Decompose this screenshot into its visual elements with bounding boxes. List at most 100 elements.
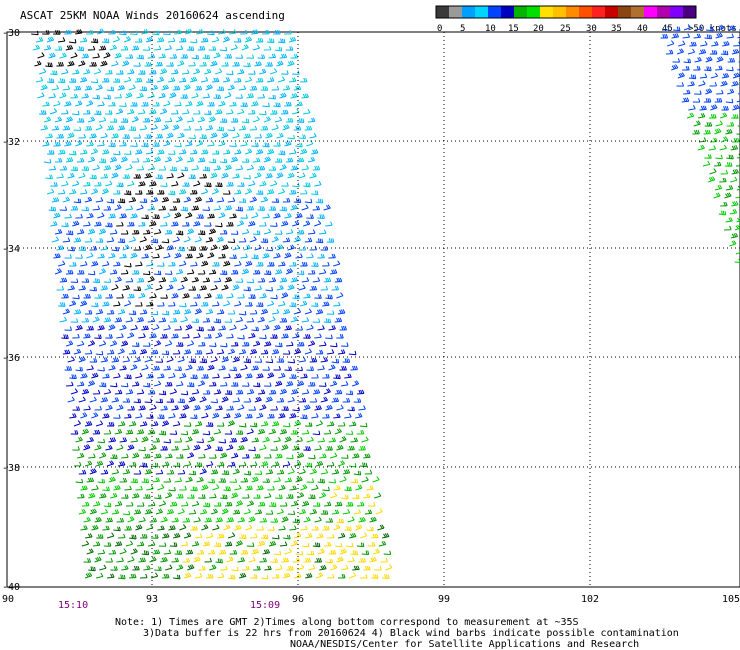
wind-barb-icon: [375, 508, 383, 515]
wind-barb-icon: [289, 302, 297, 308]
wind-barb-icon: [254, 396, 262, 403]
wind-barb-icon: [205, 308, 214, 315]
wind-barb-icon: [92, 501, 101, 507]
wind-barb-icon: [94, 556, 102, 563]
wind-barb-icon: [286, 494, 294, 499]
wind-barb-icon: [57, 37, 66, 43]
wind-barb-icon: [292, 518, 300, 524]
wind-barb-icon: [113, 190, 121, 195]
wind-barb-icon: [347, 406, 355, 412]
wind-barb-icon: [345, 501, 354, 507]
wind-barb-icon: [139, 309, 148, 315]
wind-barb-icon: [113, 301, 121, 307]
wind-barb-icon: [180, 206, 189, 212]
wind-barb-icon: [143, 565, 151, 571]
wind-barb-icon: [152, 101, 160, 107]
wind-barb-icon: [147, 389, 156, 395]
wind-barb-icon: [267, 188, 275, 195]
wind-barb-icon: [320, 396, 328, 403]
wind-barb-icon: [301, 317, 310, 323]
wind-barb-icon: [193, 444, 201, 451]
wind-barb-icon: [306, 436, 314, 443]
wind-barb-icon: [92, 278, 101, 284]
wind-barb-icon: [213, 205, 222, 211]
wind-barb-icon: [103, 94, 111, 100]
wind-barb-icon: [251, 476, 259, 483]
wind-barb-icon: [62, 125, 71, 131]
wind-barb-icon: [278, 261, 286, 267]
wind-barb-icon: [171, 517, 179, 523]
wind-barb-icon: [169, 206, 178, 211]
wind-barb-icon: [374, 492, 382, 499]
wind-barb-icon: [130, 102, 138, 107]
wind-barb-icon: [226, 333, 234, 339]
wind-barb-icon: [144, 398, 153, 403]
wind-barb-icon: [342, 469, 351, 475]
wind-barb-icon: [687, 81, 695, 87]
wind-barb-icon: [282, 572, 291, 579]
wind-barb-icon: [308, 381, 316, 387]
wind-barb-icon: [254, 172, 262, 179]
wind-barb-icon: [315, 349, 324, 355]
wind-barb-icon: [339, 548, 347, 555]
wind-barb-icon: [318, 229, 327, 235]
wind-barb-icon: [215, 405, 223, 411]
wind-barb-icon: [355, 524, 363, 531]
wind-barb-icon: [273, 142, 281, 147]
wind-barb-icon: [300, 525, 308, 531]
wind-barb-icon: [355, 412, 363, 419]
wind-barb-icon: [710, 72, 719, 79]
wind-barb-icon: [108, 549, 117, 555]
wind-barb-icon: [248, 109, 256, 115]
wind-barb-icon: [34, 60, 42, 67]
wind-barb-icon: [81, 428, 90, 435]
wind-barb-icon: [151, 534, 159, 539]
wind-barb-icon: [352, 453, 360, 459]
wind-barb-icon: [144, 284, 152, 291]
wind-barb-icon: [205, 532, 214, 539]
wind-barb-icon: [86, 477, 95, 483]
wind-barb-icon: [242, 565, 250, 571]
wind-barb-icon: [729, 208, 738, 215]
wind-barb-icon: [66, 381, 74, 387]
wind-barb-icon: [287, 244, 295, 251]
wind-barb-icon: [172, 309, 181, 315]
colorbar-swatch: [501, 6, 514, 18]
wind-barb-icon: [243, 508, 251, 515]
wind-barb-icon: [371, 574, 379, 579]
wind-barb-icon: [138, 181, 146, 187]
wind-barb-icon: [211, 188, 219, 195]
wind-barb-icon: [194, 196, 203, 203]
wind-barb-icon: [177, 246, 185, 252]
wind-barb-icon: [125, 501, 134, 507]
wind-barb-icon: [135, 301, 143, 307]
wind-barb-icon: [229, 550, 238, 555]
wind-barb-icon: [352, 494, 360, 500]
wind-barb-icon: [89, 358, 98, 363]
wind-barb-icon: [352, 565, 360, 571]
wind-barb-icon: [120, 340, 129, 347]
wind-barb-icon: [307, 156, 316, 163]
wind-barb-icon: [114, 317, 123, 323]
wind-barb-icon: [124, 190, 132, 196]
wind-barb-icon: [110, 492, 118, 499]
wind-barb-icon: [248, 406, 256, 411]
wind-barb-icon: [312, 205, 321, 211]
wind-barb-icon: [160, 333, 168, 339]
wind-barb-icon: [268, 94, 276, 100]
wind-barb-icon: [249, 461, 258, 467]
wind-barb-icon: [158, 53, 166, 59]
wind-barb-icon: [62, 308, 71, 315]
wind-barb-icon: [694, 90, 702, 95]
wind-barb-icon: [122, 174, 130, 179]
wind-barb-icon: [180, 430, 189, 436]
wind-barb-icon: [229, 213, 237, 219]
wind-barb-icon: [719, 177, 727, 183]
wind-barb-icon: [197, 157, 206, 163]
wind-barb-icon: [259, 181, 267, 187]
wind-barb-icon: [73, 309, 82, 315]
wind-barb-icon: [245, 485, 253, 491]
wind-barb-icon: [42, 30, 50, 35]
wind-barb-icon: [177, 469, 186, 475]
wind-barb-icon: [227, 126, 236, 132]
